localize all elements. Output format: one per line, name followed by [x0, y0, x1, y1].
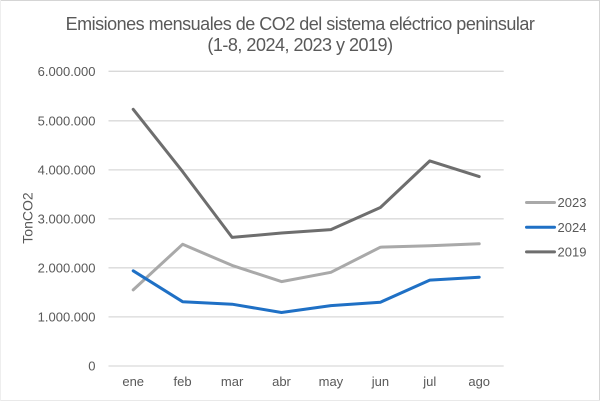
svg-text:TonCO2: TonCO2 — [20, 192, 36, 244]
svg-text:ago: ago — [468, 374, 490, 389]
svg-text:jun: jun — [371, 374, 389, 389]
svg-text:4.000.000: 4.000.000 — [38, 162, 96, 177]
svg-text:2.000.000: 2.000.000 — [38, 261, 96, 276]
svg-text:1.000.000: 1.000.000 — [38, 310, 96, 325]
svg-text:ene: ene — [122, 374, 144, 389]
svg-text:mar: mar — [221, 374, 244, 389]
svg-text:abr: abr — [272, 374, 291, 389]
svg-text:jul: jul — [422, 374, 436, 389]
svg-text:6.000.000: 6.000.000 — [38, 64, 96, 79]
svg-text:3.000.000: 3.000.000 — [38, 212, 96, 227]
svg-text:2019: 2019 — [558, 245, 587, 260]
svg-text:Emisiones mensuales de CO2 del: Emisiones mensuales de CO2 del sistema e… — [66, 14, 535, 34]
svg-text:2024: 2024 — [558, 220, 587, 235]
svg-text:may: may — [319, 374, 344, 389]
svg-text:feb: feb — [174, 374, 192, 389]
svg-text:5.000.000: 5.000.000 — [38, 113, 96, 128]
svg-text:(1-8, 2024, 2023 y 2019): (1-8, 2024, 2023 y 2019) — [207, 35, 392, 55]
svg-text:2023: 2023 — [558, 195, 587, 210]
svg-text:0: 0 — [88, 359, 95, 374]
